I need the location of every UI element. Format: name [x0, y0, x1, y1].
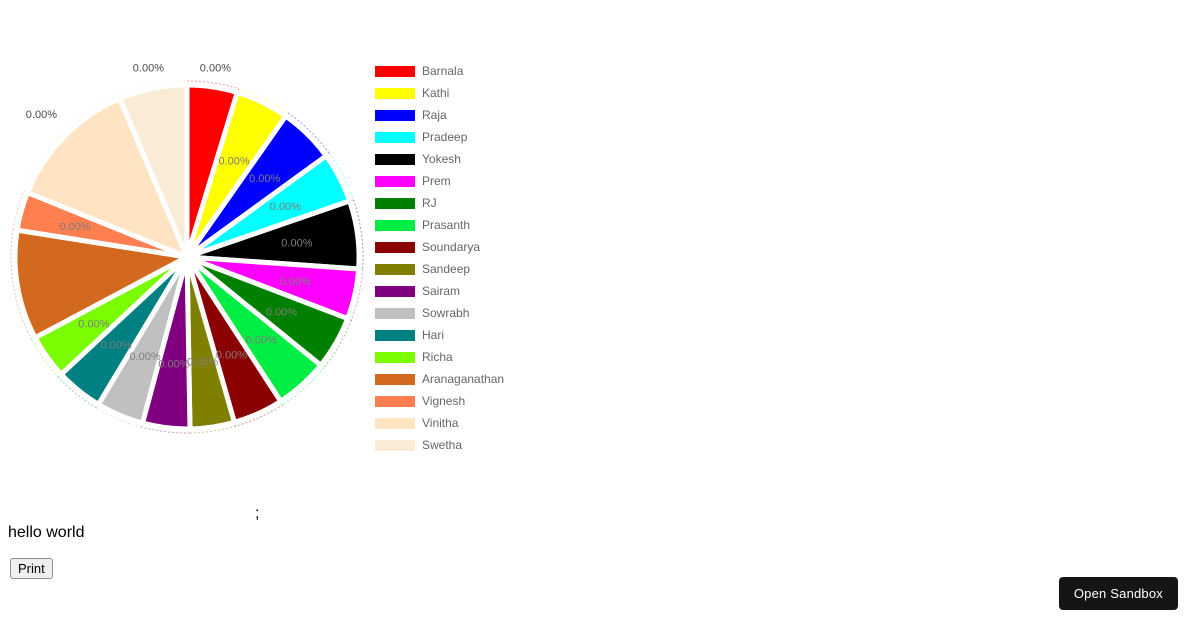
slice-percent-label-prasanth: 0.00% [246, 334, 277, 346]
legend-label: Yokesh [422, 152, 461, 166]
legend-swatch [375, 307, 415, 319]
slice-percent-label-barnala: 0.00% [200, 62, 231, 74]
legend-label: Kathi [422, 86, 450, 100]
slice-percent-label-sairam: 0.00% [158, 359, 189, 371]
pie-slice-aranaganathan[interactable] [12, 227, 190, 341]
slice-guide-swetha [117, 80, 188, 258]
legend-item-vignesh[interactable]: Vignesh [375, 390, 504, 412]
legend-swatch [375, 219, 415, 231]
legend-swatch [375, 329, 415, 341]
chart-legend: Barnala Kathi Raja Pradeep Yokesh Prem RJ Prasa… [375, 60, 504, 456]
legend-swatch [375, 153, 415, 165]
legend-item-sandeep[interactable]: Sandeep [375, 258, 504, 280]
legend-item-sairam[interactable]: Sairam [375, 280, 504, 302]
legend-item-raja[interactable]: Raja [375, 104, 504, 126]
slice-percent-label-vinitha: 0.00% [26, 109, 57, 121]
slice-guide-prasanth [186, 256, 325, 406]
slice-guide-raja [186, 112, 331, 258]
legend-label: Sowrabh [422, 306, 470, 320]
legend-swatch [375, 65, 415, 77]
slice-percent-label-vignesh: 0.00% [59, 221, 90, 233]
slice-guide-aranaganathan [10, 228, 189, 341]
print-button[interactable]: Print [10, 558, 53, 579]
open-sandbox-button[interactable]: Open Sandbox [1058, 577, 1178, 610]
legend-label: Pradeep [422, 130, 468, 144]
pie-chart-area: 0.00% 0.00% 0.00% 0.00% 0.00% 0.00% 0.00% 0.00%… [0, 0, 600, 480]
slice-guide-sowrabh [95, 256, 188, 428]
slice-guide-sandeep [186, 256, 237, 434]
legend-swatch [375, 373, 415, 385]
legend-label: Barnala [422, 64, 464, 78]
legend-swatch [375, 197, 415, 209]
legend-item-yokesh[interactable]: Yokesh [375, 148, 504, 170]
slice-percent-label-yokesh: 0.00% [281, 238, 312, 250]
legend-item-swetha[interactable]: Swetha [375, 434, 504, 456]
legend-item-soundarya[interactable]: Soundarya [375, 236, 504, 258]
semicolon-text: ; [255, 505, 260, 522]
slice-guide-yokesh [186, 199, 364, 270]
legend-item-richa[interactable]: Richa [375, 346, 504, 368]
legend-item-rj[interactable]: RJ [375, 192, 504, 214]
slice-percent-label-soundarya: 0.00% [216, 350, 247, 362]
legend-swatch [375, 439, 415, 451]
slice-guide-richa [30, 256, 188, 378]
legend-label: Aranaganathan [422, 372, 505, 386]
legend-label: Prem [422, 174, 451, 188]
slice-percent-label-raja: 0.00% [249, 173, 280, 185]
slice-guide-kathi [186, 88, 289, 258]
slice-guide-sairam [140, 256, 191, 434]
slice-percent-label-sandeep: 0.00% [187, 356, 218, 368]
legend-label: RJ [422, 196, 437, 210]
slice-guide-hari [57, 256, 188, 409]
slice-percent-label-hari: 0.00% [100, 340, 131, 352]
legend-label: Vinitha [422, 416, 459, 430]
legend-item-prasanth[interactable]: Prasanth [375, 214, 504, 236]
slice-guide-vinitha [23, 94, 188, 258]
legend-item-vinitha[interactable]: Vinitha [375, 412, 504, 434]
slice-guide-rj [186, 256, 352, 369]
legend-label: Raja [422, 108, 447, 122]
legend-swatch [375, 87, 415, 99]
legend-swatch [375, 109, 415, 121]
legend-item-kathi[interactable]: Kathi [375, 82, 504, 104]
slice-guide-barnala [186, 80, 240, 258]
legend-label: Vignesh [422, 394, 466, 408]
legend-swatch [375, 241, 415, 253]
slice-percent-label-swetha: 0.00% [133, 62, 164, 74]
legend-item-pradeep[interactable]: Pradeep [375, 126, 504, 148]
legend-swatch [375, 417, 415, 429]
legend-item-prem[interactable]: Prem [375, 170, 504, 192]
legend-swatch [375, 351, 415, 363]
legend-swatch [375, 263, 415, 275]
legend-label: Sairam [422, 284, 461, 298]
slice-percent-label-prem: 0.00% [280, 276, 311, 288]
legend-label: Richa [422, 350, 453, 364]
hello-world-text: hello world [8, 524, 85, 541]
legend-label: Soundarya [422, 240, 481, 254]
legend-label: Hari [422, 328, 445, 342]
legend-item-hari[interactable]: Hari [375, 324, 504, 346]
slice-percent-label-richa: 0.00% [78, 318, 109, 330]
legend-item-aranaganathan[interactable]: Aranaganathan [375, 368, 504, 390]
slice-guide-prem [186, 256, 364, 321]
legend-label: Prasanth [422, 218, 471, 232]
slice-guide-soundarya [186, 256, 284, 427]
legend-label: Sandeep [422, 262, 471, 276]
slice-percent-label-sowrabh: 0.00% [129, 351, 160, 363]
slice-percent-label-kathi: 0.00% [218, 156, 249, 168]
pie-slice-swetha[interactable] [117, 82, 190, 260]
legend-label: Swetha [422, 438, 463, 452]
pie-chart-canvas[interactable]: 0.00%0.00%0.00%0.00%0.00%0.00%0.00%0.00%… [0, 0, 380, 480]
legend-swatch [375, 395, 415, 407]
slice-percent-label-pradeep: 0.00% [270, 201, 301, 213]
slice-percent-label-rj: 0.00% [266, 307, 297, 319]
slice-guide-pradeep [186, 152, 355, 258]
legend-swatch [375, 285, 415, 297]
legend-item-barnala[interactable]: Barnala [375, 60, 504, 82]
legend-swatch [375, 131, 415, 143]
legend-swatch [375, 175, 415, 187]
pie-slice-vinitha[interactable] [25, 96, 190, 260]
legend-item-sowrabh[interactable]: Sowrabh [375, 302, 504, 324]
